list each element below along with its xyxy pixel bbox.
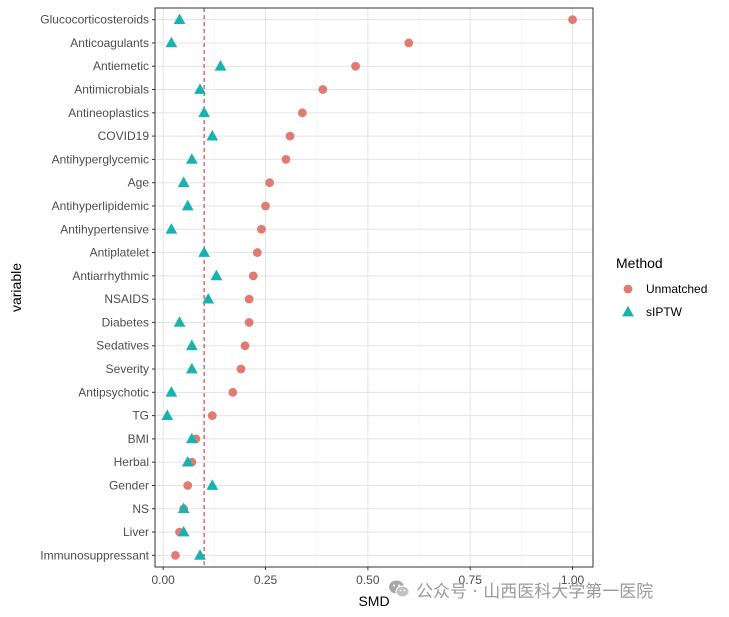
- y-tick-label: Sedatives: [96, 339, 149, 353]
- point-unmatched: [248, 271, 258, 281]
- point-unmatched: [252, 248, 262, 257]
- x-axis-ticks: 0.00 0.25 0.50 0.75 1.00: [152, 567, 585, 587]
- y-tick-label: TG: [132, 409, 149, 423]
- point-unmatched: [257, 224, 266, 234]
- y-tick-label: Age: [128, 176, 150, 190]
- point-siptw: [177, 176, 190, 188]
- point-siptw: [185, 362, 198, 374]
- y-tick-label: Diabetes: [102, 315, 149, 329]
- y-tick-label: Gender: [109, 478, 149, 492]
- point-siptw: [210, 269, 223, 281]
- y-axis-title: variable: [8, 263, 24, 312]
- point-siptw: [173, 316, 186, 327]
- point-unmatched: [285, 131, 295, 141]
- watermark: 公众号 · 山西医科大学第一医院: [388, 576, 653, 602]
- y-tick-label: NSAIDS: [104, 292, 149, 306]
- legend-label-unmatched: Unmatched: [646, 282, 707, 296]
- y-tick-label: Antipsychotic: [78, 385, 149, 399]
- y-axis-ticks: Glucocorticosteroids Anticoagulants Antiem…: [40, 13, 155, 562]
- y-tick-label: Herbal: [114, 455, 149, 469]
- y-tick-label: Antiarrhythmic: [72, 269, 149, 283]
- y-tick-label: Antihyperglycemic: [52, 152, 149, 166]
- legend-label-siptw: sIPTW: [646, 305, 683, 319]
- point-unmatched: [404, 38, 414, 48]
- point-siptw: [198, 246, 211, 257]
- point-unmatched: [240, 341, 250, 351]
- x-tick-label: 0.00: [152, 573, 176, 587]
- point-unmatched: [183, 481, 193, 490]
- y-tick-label: Antineoplastics: [68, 106, 149, 120]
- y-tick-label: Severity: [106, 362, 149, 376]
- point-unmatched: [171, 550, 180, 560]
- x-tick-label: 0.75: [459, 573, 483, 587]
- point-siptw: [206, 129, 219, 141]
- point-siptw: [206, 479, 219, 490]
- point-unmatched: [297, 108, 307, 118]
- data-points: [161, 13, 577, 560]
- point-siptw: [177, 502, 190, 514]
- y-tick-label: Anticoagulants: [70, 36, 149, 50]
- point-siptw: [181, 455, 194, 467]
- point-unmatched: [568, 15, 577, 25]
- x-tick-label: 0.50: [356, 573, 380, 587]
- y-tick-label: Antiemetic: [93, 59, 149, 73]
- y-tick-label: NS: [132, 502, 149, 516]
- y-tick-label: Antiplatelet: [90, 246, 150, 260]
- grid: [155, 8, 593, 567]
- point-unmatched: [244, 294, 254, 304]
- point-siptw: [214, 60, 227, 71]
- point-siptw: [173, 13, 186, 24]
- point-siptw: [194, 549, 206, 560]
- y-tick-label: COVID19: [98, 129, 150, 143]
- point-siptw: [194, 83, 206, 94]
- point-unmatched: [261, 201, 270, 211]
- legend: Method Unmatched sIPTW: [616, 255, 707, 319]
- legend-key-unmatched: [623, 284, 633, 294]
- legend-title: Method: [616, 255, 663, 271]
- point-unmatched: [265, 178, 275, 188]
- x-tick-label: 1.00: [561, 573, 585, 587]
- plot-panel: [154, 7, 594, 568]
- point-siptw: [198, 106, 211, 118]
- y-tick-label: Antimicrobials: [74, 83, 149, 97]
- point-siptw: [161, 409, 174, 420]
- point-siptw: [177, 525, 190, 537]
- legend-items: Unmatched sIPTW: [622, 282, 707, 319]
- y-tick-label: Antihyperlipidemic: [52, 199, 149, 213]
- y-tick-label: Liver: [123, 525, 149, 539]
- point-siptw: [165, 386, 178, 397]
- point-siptw: [185, 432, 198, 444]
- legend-key-siptw: [622, 305, 634, 317]
- point-unmatched: [236, 364, 246, 374]
- point-siptw: [202, 292, 215, 304]
- point-siptw: [165, 223, 178, 234]
- x-axis-title: SMD: [358, 593, 389, 609]
- y-tick-label: Antihypertensive: [60, 222, 149, 236]
- point-siptw: [181, 199, 194, 211]
- point-unmatched: [318, 85, 328, 94]
- point-siptw: [165, 36, 178, 48]
- point-unmatched: [281, 154, 291, 164]
- x-tick-label: 0.25: [254, 573, 278, 587]
- point-unmatched: [228, 387, 238, 397]
- point-siptw: [185, 339, 198, 351]
- watermark-text: 公众号 · 山西医科大学第一医院: [416, 581, 654, 602]
- y-tick-label: Glucocorticosteroids: [40, 13, 149, 27]
- point-unmatched: [207, 411, 217, 421]
- point-unmatched: [244, 318, 254, 327]
- y-tick-label: BMI: [128, 432, 149, 446]
- wechat-icon: [389, 580, 410, 598]
- point-siptw: [185, 153, 198, 164]
- y-tick-label: Immunosuppressant: [40, 548, 149, 562]
- point-unmatched: [351, 61, 360, 71]
